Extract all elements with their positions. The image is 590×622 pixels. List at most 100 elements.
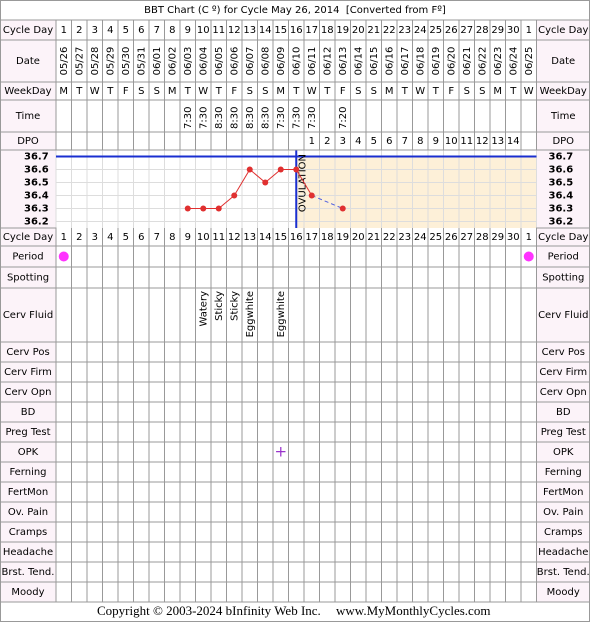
row-label: Date xyxy=(16,56,40,67)
cell-text: 10 xyxy=(445,136,458,147)
cell-text: 06/02 xyxy=(167,47,178,76)
cell-text: 10 xyxy=(197,232,210,243)
row-label: Cycle Day xyxy=(3,25,53,36)
cell-text: 06/10 xyxy=(291,47,302,76)
cell-text: F xyxy=(123,86,129,97)
cell-text: 14 xyxy=(259,25,272,36)
row-label: Ov. Pain xyxy=(543,507,583,518)
cell-text: F xyxy=(340,86,346,97)
cell-text: W xyxy=(198,86,208,97)
row-label: Cycle Day xyxy=(538,232,588,243)
cell-text: 10 xyxy=(197,25,210,36)
cell-text: 26 xyxy=(445,25,458,36)
cell-text: 8:30 xyxy=(245,107,256,129)
cell-text: 6 xyxy=(138,232,144,243)
row-label: OPK xyxy=(553,447,574,458)
cell-text: 7 xyxy=(154,25,160,36)
cell-text: 1 xyxy=(61,232,67,243)
row-label: Period xyxy=(548,252,579,263)
cell-text: 20 xyxy=(352,25,365,36)
cell-text: 24 xyxy=(414,232,427,243)
cell-text: M xyxy=(385,86,394,97)
row-label: OPK xyxy=(18,447,39,458)
cell-text: 12 xyxy=(228,25,241,36)
cell-text: 06/16 xyxy=(384,47,395,76)
cell-text: 8:30 xyxy=(260,107,271,129)
cell-text: 25 xyxy=(429,25,442,36)
cell-text: 22 xyxy=(383,25,396,36)
cell-text: F xyxy=(231,86,237,97)
cell-text: S xyxy=(464,86,470,97)
cell-text: Eggwhite xyxy=(245,291,256,337)
cell-text: W xyxy=(524,86,534,97)
period-dot xyxy=(523,251,534,262)
cell-text: 06/12 xyxy=(322,47,333,76)
cell-text: 06/03 xyxy=(183,47,194,76)
cell-text: S xyxy=(247,86,253,97)
cell-text: 16 xyxy=(290,25,303,36)
y-tick-label: 36.5 xyxy=(24,178,49,189)
temp-point xyxy=(262,179,269,186)
row-label: Ferning xyxy=(9,467,46,478)
cell-text: 5 xyxy=(371,136,377,147)
cell-text: T xyxy=(75,86,83,97)
row-label: Brst. Tend. xyxy=(537,567,590,578)
row-label: Cerv Pos xyxy=(6,347,49,358)
cell-text: 7:30 xyxy=(307,107,318,129)
cell-text: 2 xyxy=(324,136,330,147)
cell-text: 8 xyxy=(169,25,175,36)
cell-text: 4 xyxy=(107,25,113,36)
cell-text: 1 xyxy=(61,25,67,36)
cell-text: 14 xyxy=(259,232,272,243)
cell-text: 06/15 xyxy=(369,47,380,76)
row-label: Cerv Firm xyxy=(4,367,52,378)
cell-text: S xyxy=(479,86,485,97)
cell-text: 1 xyxy=(526,25,532,36)
cell-text: 17 xyxy=(305,25,318,36)
row-label: Moody xyxy=(11,587,44,598)
row-label: Cerv Fluid xyxy=(3,310,53,321)
row-label: Period xyxy=(12,252,43,263)
opk-mark: + xyxy=(274,443,287,461)
cell-text: 15 xyxy=(274,25,287,36)
cell-text: 2 xyxy=(76,25,82,36)
cell-text: 14 xyxy=(507,136,520,147)
cell-text: W xyxy=(415,86,425,97)
cell-text: 06/19 xyxy=(431,47,442,76)
cell-text: 06/13 xyxy=(338,47,349,76)
temp-point xyxy=(308,192,315,199)
cell-text: 06/22 xyxy=(477,47,488,76)
website: www.MyMonthlyCycles.com xyxy=(336,603,490,618)
cell-text: F xyxy=(448,86,454,97)
row-label: Preg Test xyxy=(541,427,586,438)
ovulation-label: OVULATION xyxy=(297,154,308,212)
temp-line xyxy=(311,195,343,209)
cell-text: 2 xyxy=(76,232,82,243)
cell-text: 26 xyxy=(445,232,458,243)
cell-text: 7:30 xyxy=(183,107,194,129)
cell-text: 28 xyxy=(476,232,489,243)
y-tick-label: 36.2 xyxy=(549,217,574,228)
cell-text: 6 xyxy=(138,25,144,36)
cell-text: S xyxy=(371,86,377,97)
cell-text: 9 xyxy=(185,25,191,36)
row-label: BD xyxy=(556,407,571,418)
cell-text: 21 xyxy=(367,232,380,243)
cell-text: T xyxy=(184,86,192,97)
cell-text: 05/29 xyxy=(105,47,116,76)
label-cell xyxy=(0,39,57,83)
y-tick-label: 36.4 xyxy=(549,191,574,202)
cell-text: M xyxy=(59,86,68,97)
cell-text: W xyxy=(90,86,100,97)
cell-text: M xyxy=(168,86,177,97)
cell-text: 20 xyxy=(352,232,365,243)
y-tick-label: 36.7 xyxy=(24,152,49,163)
row-label: DPO xyxy=(552,136,574,147)
cell-text: 27 xyxy=(460,25,473,36)
cell-text: T xyxy=(292,86,300,97)
y-tick-label: 36.7 xyxy=(549,152,574,163)
cell-text: 30 xyxy=(507,232,520,243)
row-label: Cerv Fluid xyxy=(538,310,588,321)
cell-text: 06/11 xyxy=(307,47,318,76)
